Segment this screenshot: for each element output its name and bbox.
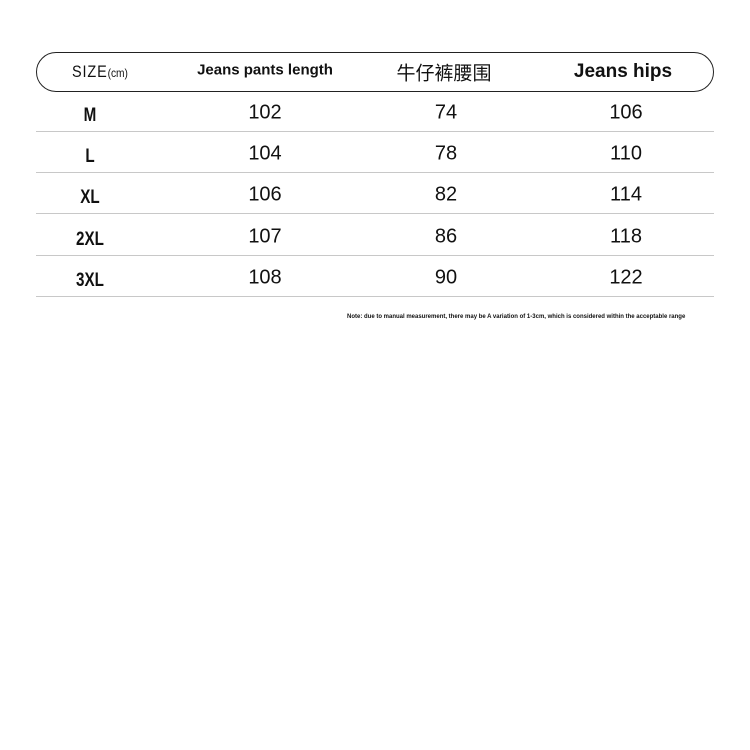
row-divider bbox=[36, 172, 714, 174]
cell-waist: 78 bbox=[434, 142, 458, 165]
cell-length: 104 bbox=[248, 142, 282, 165]
cell-length: 102 bbox=[248, 101, 282, 124]
row-divider bbox=[36, 295, 714, 297]
cell-hips: 106 bbox=[609, 101, 643, 124]
cell-hips: 114 bbox=[610, 183, 642, 206]
cell-hips: 110 bbox=[610, 142, 642, 165]
header-length: Jeans pants length bbox=[197, 61, 333, 79]
header-size-label: SIZE bbox=[72, 62, 108, 81]
cell-size: L bbox=[85, 146, 95, 168]
cell-size: M bbox=[83, 105, 97, 126]
cell-waist: 86 bbox=[434, 225, 458, 248]
header-waist: 牛仔裤腰围 bbox=[396, 63, 492, 85]
row-divider bbox=[36, 131, 714, 132]
cell-length: 107 bbox=[248, 225, 282, 248]
cell-waist: 90 bbox=[434, 266, 458, 289]
header-hips: Jeans hips bbox=[573, 61, 673, 82]
cell-hips: 118 bbox=[610, 225, 642, 248]
table-header bbox=[36, 52, 714, 92]
cell-size: 3XL bbox=[76, 269, 104, 291]
cell-hips: 122 bbox=[609, 266, 643, 289]
cell-length: 108 bbox=[248, 266, 282, 289]
header-size-unit: (cm) bbox=[107, 66, 128, 80]
row-divider bbox=[36, 254, 714, 256]
cell-waist: 82 bbox=[434, 183, 458, 206]
cell-size: 2XL bbox=[76, 228, 104, 250]
measurement-note: Note: due to manual measurement, there m… bbox=[347, 314, 686, 320]
cell-length: 106 bbox=[248, 183, 282, 206]
row-divider bbox=[36, 213, 714, 215]
header-size: SIZE(cm) bbox=[72, 62, 128, 82]
cell-waist: 74 bbox=[434, 101, 458, 124]
cell-size: XL bbox=[80, 187, 100, 209]
